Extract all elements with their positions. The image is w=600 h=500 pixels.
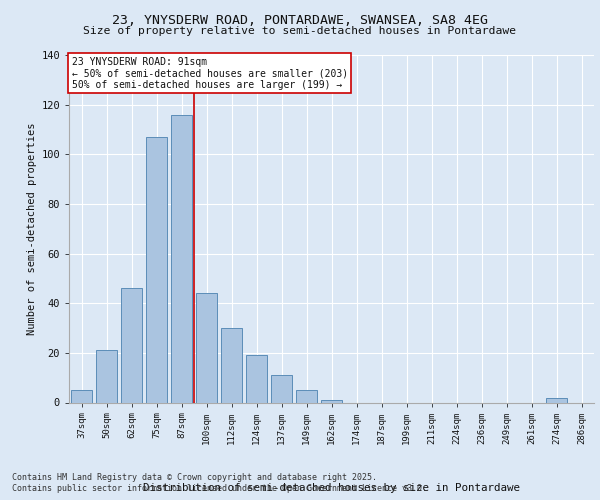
Bar	[146, 137, 167, 402]
Bar	[96, 350, 117, 403]
Bar	[546, 398, 567, 402]
X-axis label: Distribution of semi-detached houses by size in Pontardawe: Distribution of semi-detached houses by …	[143, 482, 520, 492]
Bar	[196, 294, 217, 403]
Text: Contains public sector information licensed under the Open Government Licence v3: Contains public sector information licen…	[12, 484, 427, 493]
Text: Size of property relative to semi-detached houses in Pontardawe: Size of property relative to semi-detach…	[83, 26, 517, 36]
Bar	[171, 114, 192, 403]
Bar	[246, 356, 267, 403]
Text: 23, YNYSDERW ROAD, PONTARDAWE, SWANSEA, SA8 4EG: 23, YNYSDERW ROAD, PONTARDAWE, SWANSEA, …	[112, 14, 488, 27]
Bar	[321, 400, 342, 402]
Bar	[296, 390, 317, 402]
Text: Contains HM Land Registry data © Crown copyright and database right 2025.: Contains HM Land Registry data © Crown c…	[12, 472, 377, 482]
Text: 23 YNYSDERW ROAD: 91sqm
← 50% of semi-detached houses are smaller (203)
50% of s: 23 YNYSDERW ROAD: 91sqm ← 50% of semi-de…	[71, 56, 348, 90]
Bar	[121, 288, 142, 403]
Y-axis label: Number of semi-detached properties: Number of semi-detached properties	[27, 122, 37, 335]
Bar	[71, 390, 92, 402]
Bar	[221, 328, 242, 402]
Bar	[271, 375, 292, 402]
